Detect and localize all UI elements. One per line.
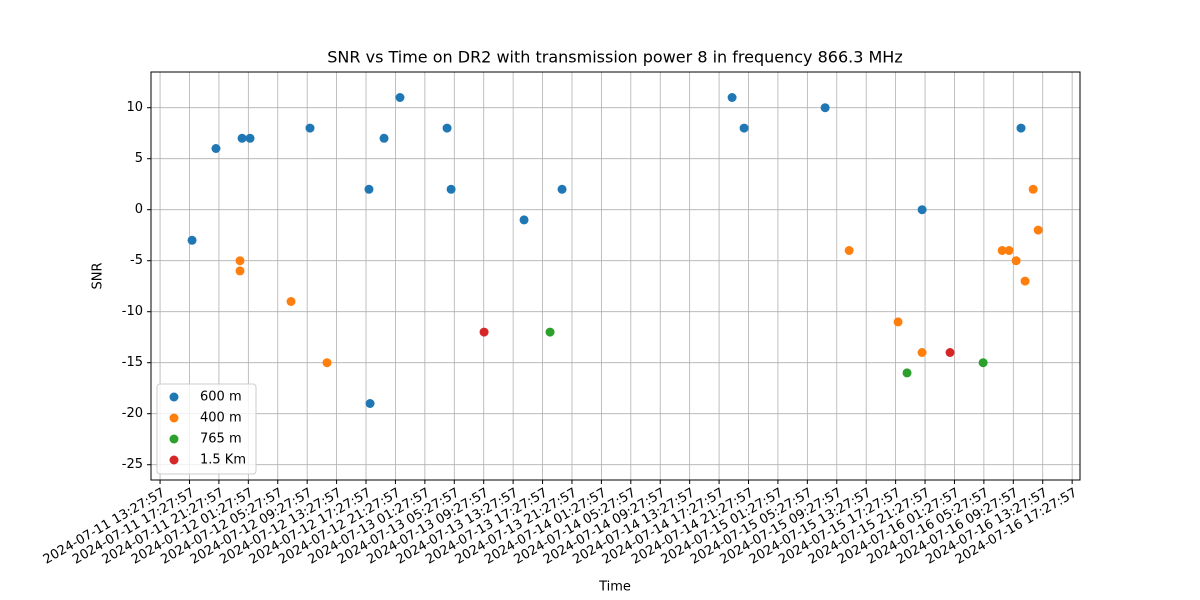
legend-label: 765 m xyxy=(200,432,242,447)
point xyxy=(557,184,567,194)
point xyxy=(917,348,927,357)
point xyxy=(211,144,221,153)
point xyxy=(1016,123,1026,133)
point xyxy=(286,297,296,306)
point xyxy=(365,399,375,408)
point xyxy=(978,358,988,368)
y-tick-label: 10 xyxy=(126,100,143,115)
legend-marker xyxy=(169,392,179,402)
plot-frame xyxy=(150,71,1081,481)
point xyxy=(322,358,332,368)
legend-label: 1.5 Km xyxy=(200,453,246,468)
marks xyxy=(187,93,1043,408)
point xyxy=(442,123,452,133)
point xyxy=(902,368,912,378)
point xyxy=(844,246,854,255)
point xyxy=(379,133,389,143)
point xyxy=(1033,225,1043,235)
legend-label: 600 m xyxy=(200,390,242,405)
point xyxy=(917,205,927,215)
point xyxy=(187,235,197,245)
point xyxy=(1004,246,1014,255)
y-tick-label: -10 xyxy=(122,304,143,319)
y-tick-label: 0 xyxy=(135,202,143,217)
legend: 600 m 400 m 765 m 1.5 Km xyxy=(156,383,257,475)
point xyxy=(395,93,405,102)
point xyxy=(997,246,1007,255)
point xyxy=(237,133,247,143)
point xyxy=(893,317,903,327)
y-tick-label: -15 xyxy=(122,355,143,370)
point xyxy=(519,215,529,225)
point xyxy=(446,184,456,194)
legend-marker xyxy=(169,434,179,444)
x-axis-label: Time xyxy=(598,580,631,595)
legend-box xyxy=(156,383,257,475)
point xyxy=(820,103,830,113)
point xyxy=(235,266,245,276)
point xyxy=(245,133,255,143)
point xyxy=(364,184,374,194)
y-axis-label: SNR xyxy=(91,262,106,289)
y-tick-label: -20 xyxy=(122,406,143,421)
point xyxy=(479,327,489,337)
point xyxy=(1028,184,1038,194)
point xyxy=(727,93,737,102)
point xyxy=(1011,256,1021,266)
chart-title: SNR vs Time on DR2 with transmission pow… xyxy=(327,48,902,67)
point xyxy=(1020,276,1030,286)
point xyxy=(235,256,245,266)
y-tick-label: -5 xyxy=(130,253,143,268)
y-tick-label: -25 xyxy=(122,457,143,472)
point xyxy=(305,123,315,133)
point xyxy=(545,327,555,337)
y-tick-label: 5 xyxy=(135,151,143,166)
point xyxy=(945,348,955,357)
point xyxy=(739,123,749,133)
legend-label: 400 m xyxy=(200,411,242,426)
legend-marker xyxy=(169,455,179,465)
legend-marker xyxy=(169,413,179,423)
